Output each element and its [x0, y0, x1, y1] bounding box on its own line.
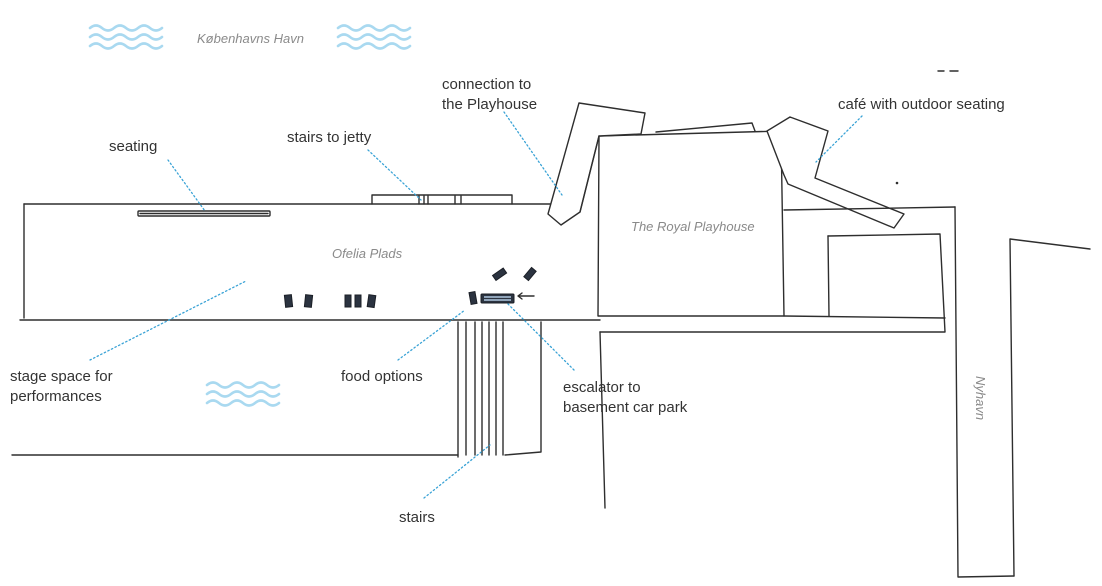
- building-label: The Royal Playhouse: [631, 219, 755, 234]
- stairs-label: stairs: [399, 509, 435, 526]
- arrow-left-icon: [517, 292, 535, 300]
- water-label: Københavns Havn: [197, 31, 304, 46]
- square-label: Ofelia Plads: [332, 246, 403, 261]
- food-kiosks: [283, 266, 537, 309]
- food-options-label: food options: [341, 368, 423, 385]
- cafe-label: café with outdoor seating: [838, 96, 1005, 113]
- small-dot: [895, 181, 899, 185]
- stage-space-label: stage space for performances: [10, 368, 117, 405]
- seating-label: seating: [109, 138, 157, 155]
- water-waves-top-right: [336, 24, 412, 50]
- water-waves-top-left: [88, 24, 164, 50]
- wave-icon: [88, 24, 164, 50]
- seating-bench: [137, 210, 271, 217]
- street-label: Nyhavn: [973, 376, 988, 420]
- stairs-block: [465, 321, 504, 456]
- escalator: [480, 293, 515, 304]
- lower-promenade: [11, 321, 542, 458]
- wave-icon: [205, 381, 281, 407]
- escalator-label: escalator to basement car park: [563, 379, 688, 416]
- playhouse-building: [547, 102, 905, 317]
- leader-lines: [89, 111, 863, 499]
- water-waves-bottom: [205, 381, 281, 407]
- quay-outline: [19, 194, 601, 321]
- wave-icon: [336, 24, 412, 50]
- stairs-to-jetty-label: stairs to jetty: [287, 129, 372, 146]
- connection-to-playhouse-label: connection to the Playhouse: [442, 76, 537, 113]
- harbour-edges-right: [599, 206, 1091, 578]
